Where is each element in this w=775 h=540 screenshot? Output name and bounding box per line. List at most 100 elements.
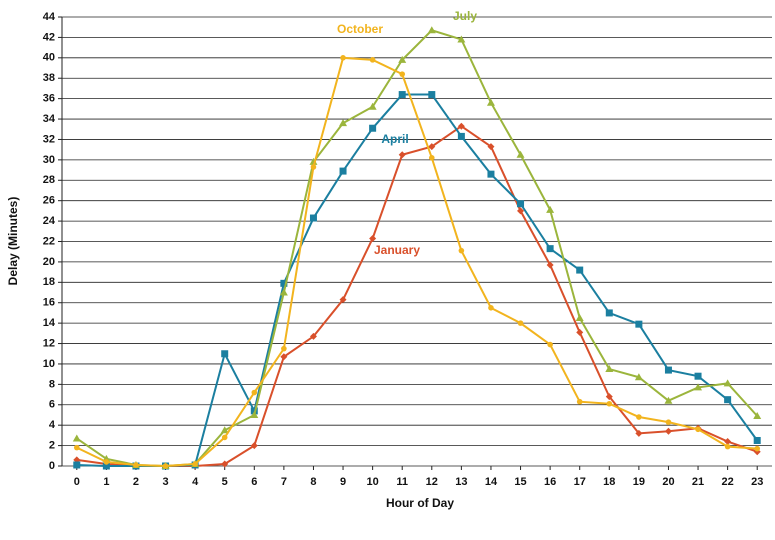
marker — [694, 372, 702, 380]
marker — [458, 247, 465, 254]
series-label: October — [337, 22, 383, 36]
y-tick-label: 12 — [43, 337, 55, 349]
marker — [339, 119, 348, 127]
x-tick-label: 1 — [103, 476, 109, 488]
y-tick-label: 38 — [43, 72, 55, 84]
x-tick-label: 12 — [426, 476, 438, 488]
marker — [753, 436, 761, 444]
marker — [428, 91, 436, 99]
marker — [635, 320, 643, 328]
y-tick-label: 26 — [43, 195, 55, 207]
marker — [636, 414, 642, 420]
marker — [664, 427, 672, 435]
marker — [576, 328, 584, 336]
x-tick-label: 4 — [192, 476, 199, 488]
marker — [103, 459, 110, 465]
marker — [102, 462, 110, 470]
y-tick-label: 22 — [43, 235, 55, 247]
x-tick-label: 10 — [367, 476, 379, 488]
marker — [575, 314, 584, 322]
marker — [634, 373, 643, 381]
marker — [339, 167, 347, 175]
x-tick-label: 14 — [485, 476, 498, 488]
marker — [133, 462, 139, 468]
marker — [309, 214, 317, 222]
marker — [517, 200, 525, 208]
marker — [605, 365, 614, 373]
x-tick-label: 6 — [251, 476, 257, 488]
x-tick-label: 20 — [662, 476, 674, 488]
marker — [73, 461, 81, 469]
marker — [457, 132, 465, 140]
marker — [665, 419, 672, 425]
y-tick-label: 10 — [43, 358, 55, 370]
marker — [694, 383, 703, 391]
y-tick-label: 8 — [49, 378, 55, 390]
y-tick-label: 36 — [43, 93, 55, 105]
marker — [310, 164, 317, 170]
marker — [457, 122, 465, 130]
y-tick-label: 4 — [49, 419, 56, 431]
marker — [280, 279, 288, 287]
y-tick-label: 28 — [43, 174, 55, 186]
marker — [72, 434, 81, 442]
x-tick-label: 19 — [633, 476, 645, 488]
marker — [369, 57, 376, 63]
series-label: April — [381, 132, 408, 146]
x-tick-label: 15 — [514, 476, 526, 488]
marker — [516, 150, 525, 158]
y-tick-label: 0 — [49, 460, 55, 472]
y-tick-label: 6 — [49, 399, 55, 411]
marker — [221, 460, 229, 468]
y-tick-label: 42 — [43, 31, 55, 43]
marker — [399, 71, 406, 77]
marker — [576, 266, 584, 274]
y-axis-title: Delay (Minutes) — [6, 197, 20, 286]
x-axis-title: Hour of Day — [386, 496, 454, 510]
marker — [428, 155, 435, 161]
y-tick-label: 40 — [43, 52, 55, 64]
series-line — [76, 124, 758, 467]
y-tick-label: 16 — [43, 297, 55, 309]
y-tick-label: 18 — [43, 276, 55, 288]
marker — [220, 426, 229, 434]
y-tick-label: 30 — [43, 154, 55, 166]
x-tick-label: 9 — [340, 476, 346, 488]
x-tick-label: 5 — [222, 476, 228, 488]
marker — [723, 379, 732, 387]
marker — [162, 463, 169, 469]
marker — [753, 411, 762, 419]
marker — [546, 261, 554, 269]
series-line — [76, 56, 758, 468]
marker — [576, 398, 583, 405]
marker — [250, 410, 259, 418]
series-label: July — [453, 9, 477, 23]
marker — [635, 429, 643, 437]
y-tick-label: 2 — [49, 439, 55, 451]
marker — [487, 143, 495, 151]
marker — [754, 445, 761, 452]
y-tick-label: 20 — [43, 256, 55, 268]
marker — [486, 98, 495, 106]
marker — [221, 350, 229, 358]
x-tick-label: 22 — [722, 476, 734, 488]
marker — [398, 151, 406, 159]
marker — [664, 396, 673, 404]
marker — [309, 332, 317, 340]
x-tick-label: 13 — [455, 476, 467, 488]
marker — [428, 143, 436, 151]
marker — [488, 305, 494, 311]
x-tick-label: 23 — [751, 476, 763, 488]
marker — [340, 55, 346, 61]
marker — [369, 234, 377, 242]
marker — [664, 366, 672, 374]
series-label: January — [374, 243, 420, 257]
marker — [281, 345, 287, 352]
x-tick-label: 8 — [310, 476, 316, 488]
marker — [517, 207, 525, 215]
marker — [605, 393, 613, 401]
marker — [192, 461, 198, 467]
x-tick-label: 18 — [603, 476, 615, 488]
x-tick-label: 0 — [74, 476, 80, 488]
marker — [250, 442, 258, 450]
